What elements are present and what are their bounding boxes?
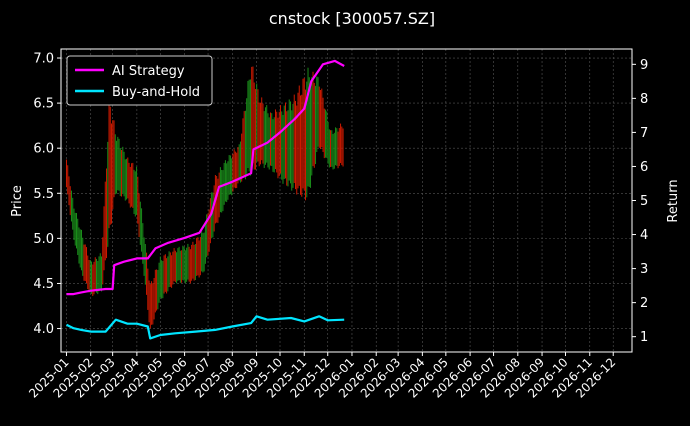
y-left-tick-label: 6.0 xyxy=(33,142,54,157)
y-left-tick-label: 5.0 xyxy=(33,232,54,247)
legend-label-ai-strategy: AI Strategy xyxy=(112,64,185,79)
series-line-buy-and-hold xyxy=(66,315,345,340)
y-left-tick-label: 4.5 xyxy=(33,277,54,292)
series-lines xyxy=(66,59,345,340)
series-line-ai-strategy xyxy=(66,59,345,296)
y-right-tick-label: 6 xyxy=(640,160,648,175)
y-left-tick-label: 6.5 xyxy=(33,97,54,112)
y-axis-right: 1 2 3 4 5 6 7 8 9 xyxy=(632,58,648,345)
y-axis-left-label: Price xyxy=(10,185,25,217)
legend-box xyxy=(66,55,213,106)
legend-label-buy-and-hold: Buy-and-Hold xyxy=(112,85,200,100)
y-right-tick-label: 1 xyxy=(640,330,648,345)
y-right-tick-label: 4 xyxy=(640,228,648,243)
y-left-tick-label: 5.5 xyxy=(33,187,54,202)
chart-title: cnstock [300057.SZ] xyxy=(269,9,435,28)
y-axis-left: 4.0 4.5 5.0 5.5 6.0 6.5 7.0 xyxy=(33,52,61,337)
y-left-tick-label: 4.0 xyxy=(33,322,54,337)
y-right-tick-label: 5 xyxy=(640,194,648,209)
y-right-tick-label: 8 xyxy=(640,92,648,107)
y-right-tick-label: 9 xyxy=(640,58,648,73)
y-right-tick-label: 3 xyxy=(640,262,648,277)
y-right-tick-label: 7 xyxy=(640,126,648,141)
legend: AI Strategy Buy-and-Hold xyxy=(66,55,213,106)
y-axis-right-label: Return xyxy=(666,179,681,222)
grid-lines xyxy=(61,49,632,352)
y-left-tick-label: 7.0 xyxy=(33,52,54,67)
y-right-tick-label: 2 xyxy=(640,296,648,311)
